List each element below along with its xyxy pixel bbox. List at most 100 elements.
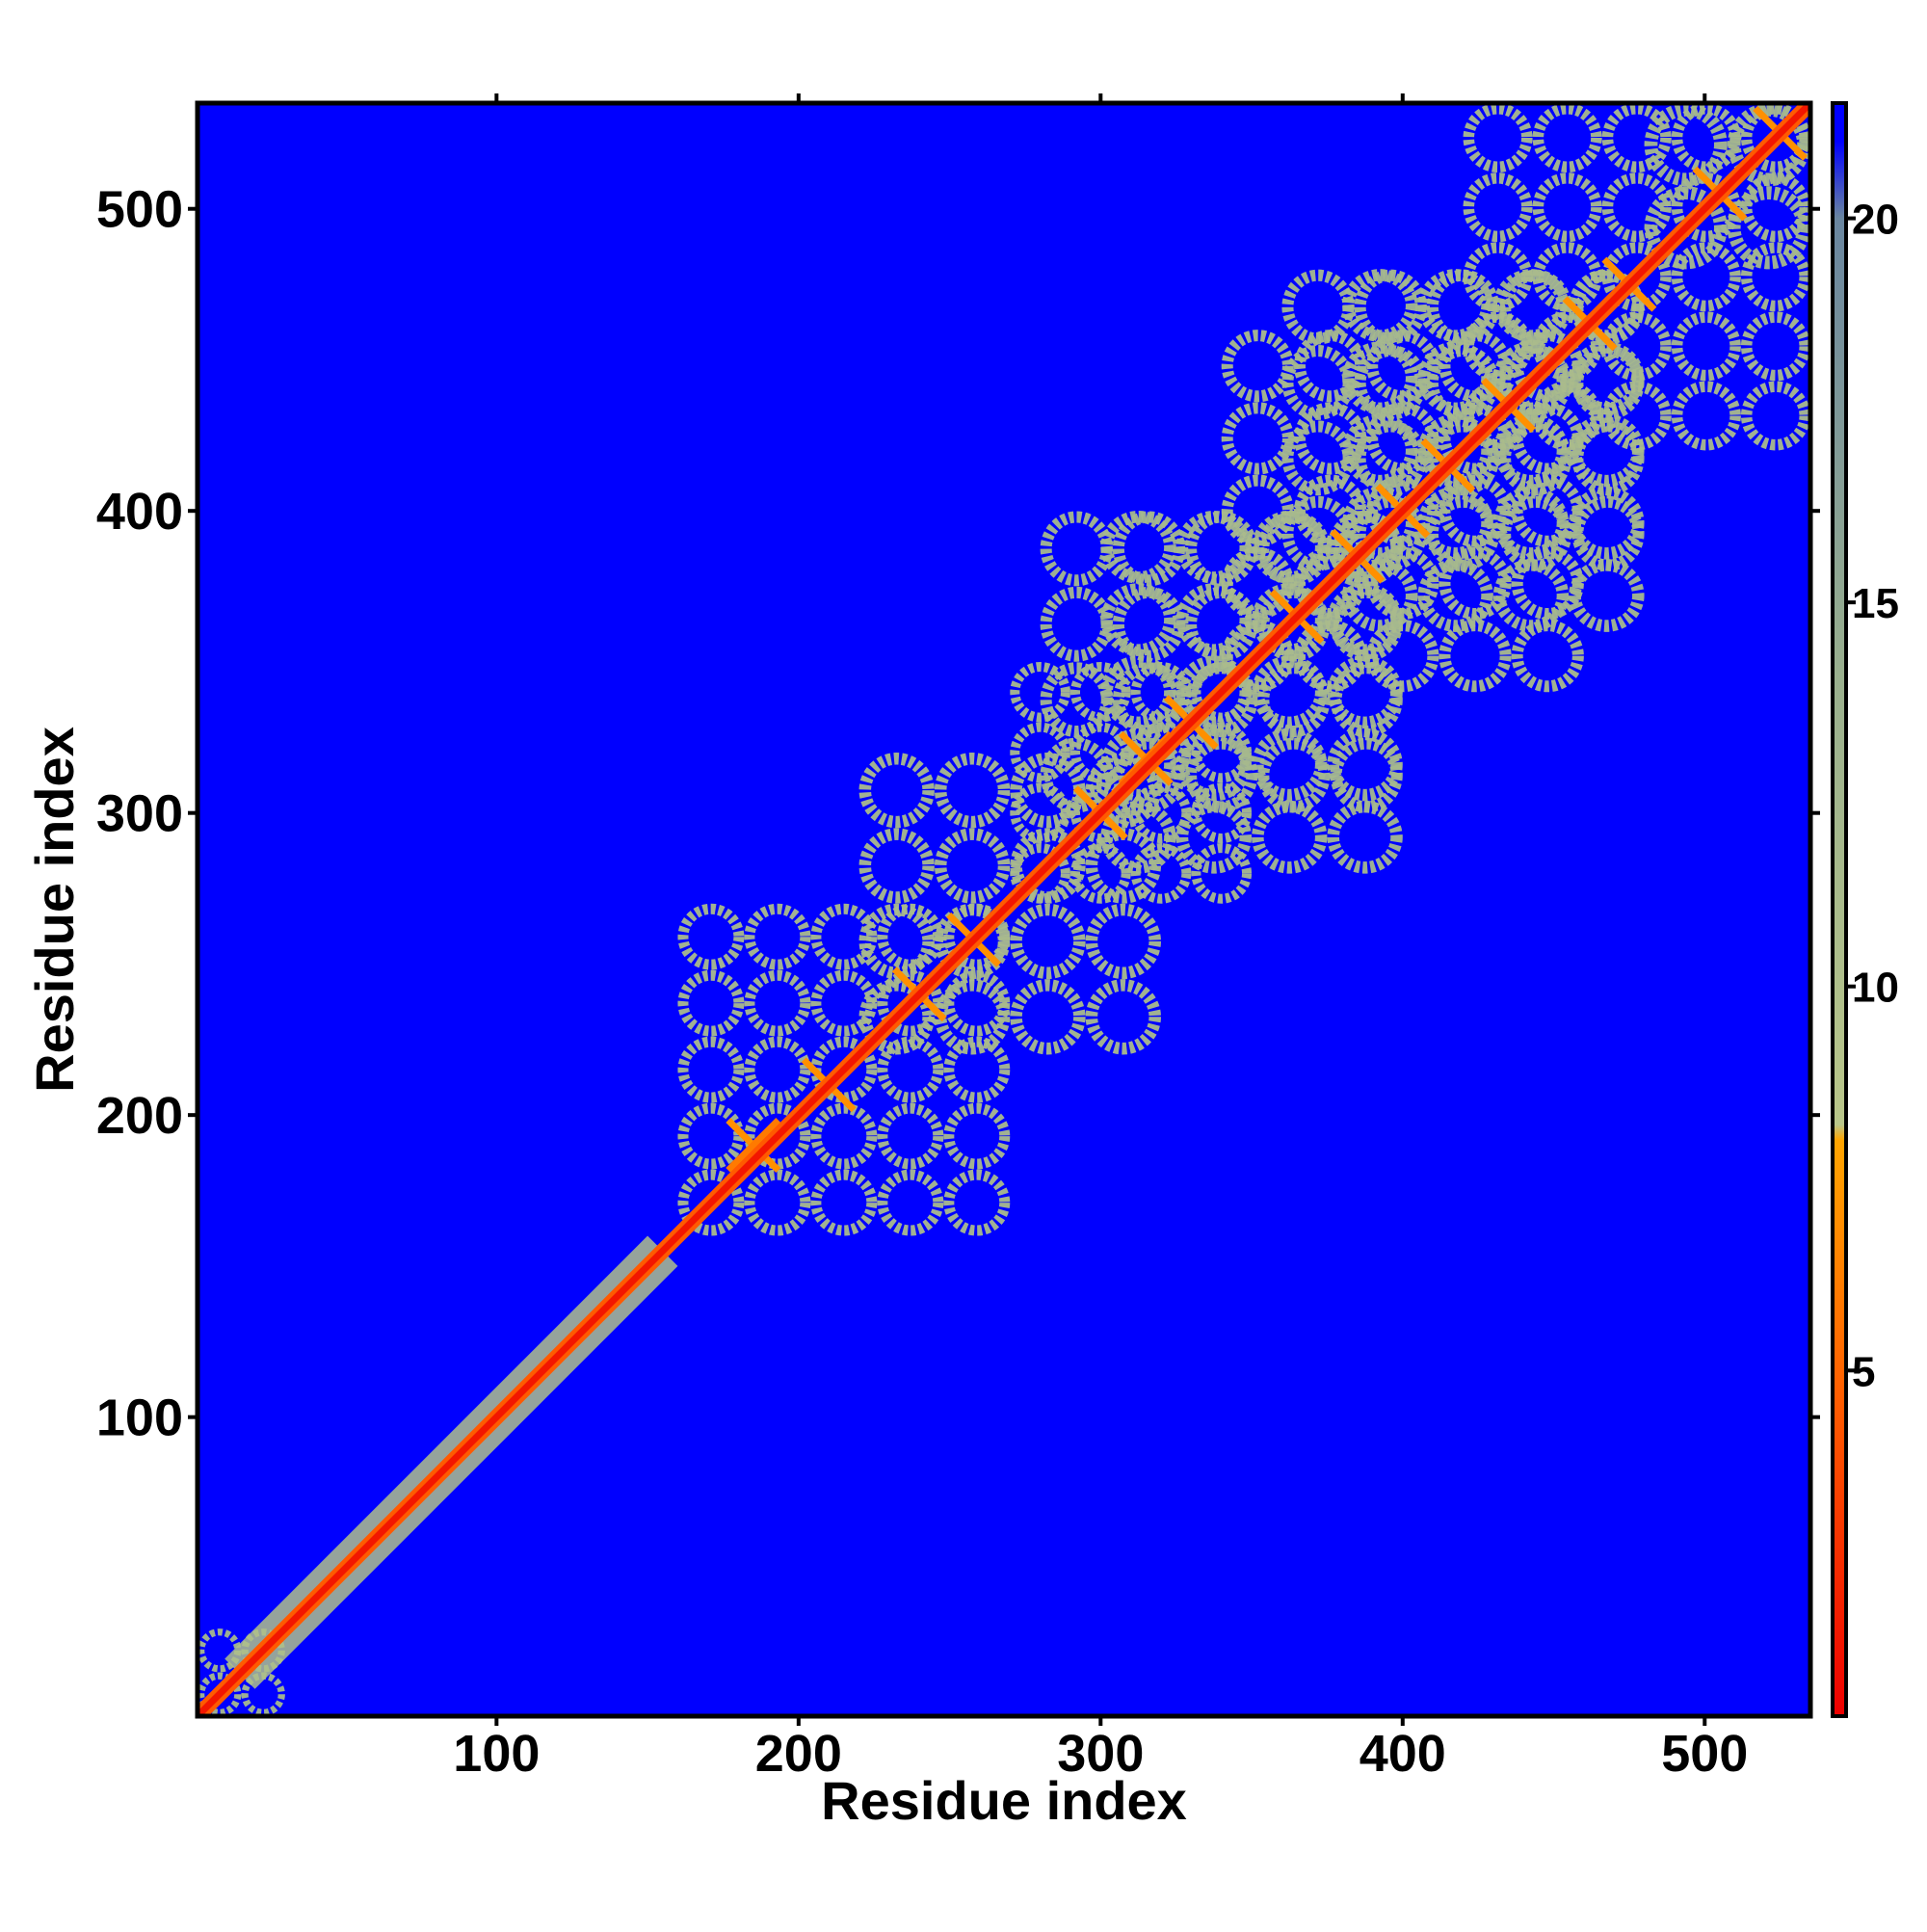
contact-cell [744,1036,811,1103]
contact-cell [1252,800,1328,874]
contact-cell [1221,546,1294,621]
contact-cell [1532,381,1602,451]
colorbar-ticks: 5 10 15 20 [1846,197,1899,1395]
contact-cell [1252,728,1328,802]
x-axis-label: Residue index [821,1770,1187,1831]
y-tick-label: 500 [96,181,183,239]
plot-frame [195,100,1813,1719]
x-tick-label: 100 [453,1725,540,1783]
contact-cell [1175,583,1253,656]
contact-domain-9 [1644,103,1810,270]
contact-cell [1342,413,1418,488]
contact-cell [744,1102,811,1170]
contact-cell [1185,662,1258,738]
contact-cell [1492,413,1570,488]
contact-cell [1327,655,1403,729]
contact-cell [1601,103,1672,173]
x-tick-label: 500 [1661,1725,1748,1783]
contact-cell [1601,242,1672,312]
contact-cell [934,752,1011,829]
contact-cell [934,828,1011,904]
contact-cell [1175,800,1253,874]
contact-cell [1100,728,1176,802]
contact-cell [1417,559,1493,632]
contact-cell [1366,546,1439,621]
contact-cell [1191,843,1253,904]
contact-cell [1569,413,1645,488]
contact-cell [1293,330,1367,403]
contact-cell [1130,843,1192,904]
contact-cell [943,1036,1011,1103]
contact-cell [1100,583,1176,656]
contact-cell [1601,172,1672,243]
contact-cell [1221,620,1294,693]
hotspot-0 [726,1118,781,1173]
x-tick-label: 300 [1057,1725,1144,1783]
contact-cell [810,903,878,970]
contact-cell [1463,381,1533,451]
contact-cell [677,903,745,970]
contact-cell [1221,402,1294,475]
contact-cell [677,1169,745,1236]
contact-cell [1010,843,1070,904]
contact-cell [1671,242,1741,312]
contact-cell [1671,311,1741,382]
contact-cell [1010,903,1086,980]
contact-cell [1366,620,1439,693]
contact-cell [744,969,811,1037]
contact-cell [1532,172,1602,243]
colorbar-tick-label: 20 [1852,197,1899,244]
contact-cell [1221,330,1294,403]
contact-cell [1342,341,1418,415]
y-tick-label: 200 [96,1087,183,1145]
contact-cell [1281,420,1355,496]
contact-cell [1463,172,1533,243]
contact-cell [810,969,878,1037]
contact-cell [1010,722,1070,783]
contact-cell [1293,546,1367,621]
contact-cell [1532,242,1602,312]
contact-cell [1221,474,1294,547]
contact-cell [744,1169,811,1236]
colorbar: 5 10 15 20 [1831,101,1899,1718]
x-tick-label: 400 [1359,1725,1446,1783]
y-tick-label: 300 [96,785,183,843]
contact-cell [1426,420,1500,496]
contact-cell [877,1102,944,1170]
contact-cell [1252,655,1328,729]
contact-cell [1342,559,1418,632]
contact-cell [1532,311,1602,382]
x-axis: 100 200 300 400 500 [453,93,1748,1783]
colorbar-gradient [1831,101,1848,1718]
contact-cell [1040,662,1113,738]
contact-cell [1366,330,1439,403]
contact-cell [810,1169,878,1236]
contact-cell [677,1036,745,1103]
contact-cell [1100,800,1176,874]
contact-cell [1492,486,1570,560]
contact-cell [1175,728,1253,802]
contact-cell [943,1169,1011,1236]
contact-cell [1727,186,1810,270]
contact-cell [1740,311,1810,382]
contact-cell [934,979,1011,1055]
contact-cell [1010,979,1086,1055]
contact-cell [744,903,811,970]
contact-cell [1069,843,1131,904]
contact-cell [1417,413,1493,488]
contact-cell [1569,559,1645,632]
contact-cell [1010,661,1070,723]
contact-cell [677,969,745,1037]
colorbar-tick-label: 10 [1852,965,1899,1012]
contact-cell [1463,311,1533,382]
contact-cell [1417,486,1493,560]
contact-cell [858,752,935,829]
contact-cell [1100,510,1176,584]
contact-cell [1727,103,1810,187]
x-tick-label: 200 [755,1725,842,1783]
contact-cell [1010,782,1070,844]
diagonal-line [198,103,1810,1716]
y-tick-label: 100 [96,1389,183,1447]
contact-cell [1644,186,1728,270]
